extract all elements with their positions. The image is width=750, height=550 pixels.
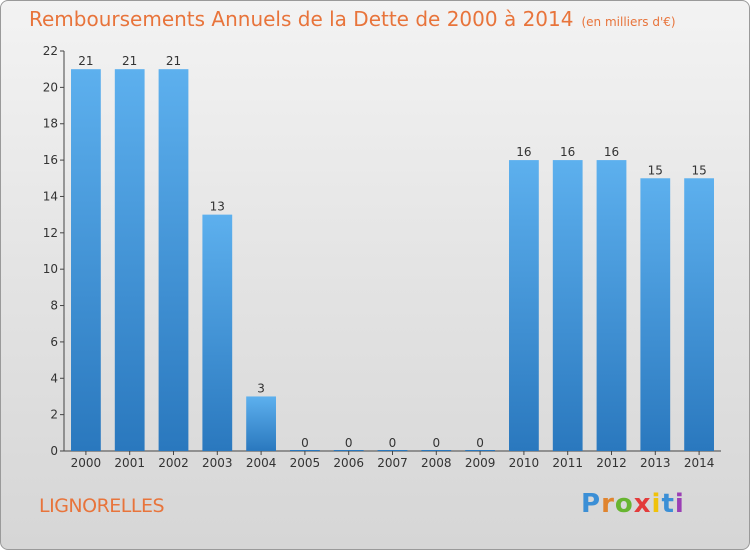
x-tick-label: 2002	[158, 456, 189, 470]
bar	[71, 69, 101, 451]
data-label: 16	[516, 145, 531, 159]
y-tick-label: 4	[50, 371, 58, 385]
y-tick-label: 20	[43, 80, 58, 94]
data-label: 0	[432, 436, 440, 450]
bar	[421, 450, 452, 451]
data-label: 13	[210, 200, 225, 214]
x-tick-label: 2012	[596, 456, 627, 470]
x-tick-label: 2001	[114, 456, 145, 470]
bars	[71, 69, 714, 452]
data-label: 3	[257, 381, 265, 395]
y-tick-label: 22	[43, 44, 58, 58]
data-labels: 21 21 21 13 3 0 0 0 0 0 16 16 16 15 15	[78, 54, 706, 450]
bar	[114, 69, 145, 451]
logo-letter: i	[651, 489, 662, 519]
y-tick-label: 12	[43, 226, 58, 240]
data-label: 15	[648, 163, 663, 177]
axes: 0 2 4 6 8 10 12 14 16 18 20 22 2000 2001 2002 2003 2004 2…	[43, 44, 721, 470]
bar	[596, 160, 627, 451]
data-label: 0	[345, 436, 353, 450]
data-label: 0	[301, 436, 309, 450]
chart-title-text: Remboursements Annuels de la Dette de 20…	[29, 7, 574, 31]
chart-title: Remboursements Annuels de la Dette de 20…	[29, 7, 676, 31]
x-tick-label: 2003	[202, 456, 233, 470]
data-label: 16	[604, 145, 619, 159]
data-label: 0	[389, 436, 397, 450]
proxiti-logo: Proxiti	[581, 489, 685, 519]
x-tick-label: 2008	[421, 456, 452, 470]
bar	[333, 450, 364, 451]
y-tick-label: 2	[50, 408, 58, 422]
y-tick-label: 8	[50, 299, 58, 313]
x-tick-label: 2011	[552, 456, 583, 470]
logo-letter: r	[601, 489, 615, 519]
data-label: 15	[691, 163, 706, 177]
y-tick-label: 6	[50, 335, 58, 349]
x-tick-label: 2007	[377, 456, 408, 470]
y-tick-label: 0	[50, 444, 58, 458]
bar	[158, 69, 189, 451]
logo-letter: i	[674, 489, 685, 519]
y-tick-label: 10	[43, 262, 58, 276]
logo-letter: x	[633, 489, 652, 519]
bar	[465, 450, 495, 451]
bar	[202, 214, 233, 451]
bar	[377, 450, 408, 451]
data-label: 21	[78, 54, 93, 68]
bar	[684, 178, 714, 452]
x-tick-label: 2009	[465, 456, 496, 470]
logo-letter: o	[614, 489, 634, 519]
data-label: 21	[122, 54, 137, 68]
x-tick-label: 2005	[290, 456, 321, 470]
logo-letter: P	[581, 489, 602, 519]
bar	[246, 396, 276, 451]
commune-name: LIGNORELLES	[39, 495, 165, 517]
bar	[290, 450, 320, 451]
x-tick-label: 2006	[333, 456, 364, 470]
data-label: 16	[560, 145, 575, 159]
bar	[509, 160, 539, 451]
y-tick-label: 18	[43, 117, 58, 131]
x-tick-label: 2004	[246, 456, 277, 470]
x-tick-label: 2000	[71, 456, 102, 470]
y-tick-label: 16	[43, 153, 58, 167]
y-tick-label: 14	[43, 189, 58, 203]
logo-letter: t	[661, 489, 675, 519]
bar	[552, 160, 583, 451]
data-label: 21	[166, 54, 181, 68]
x-tick-label: 2010	[509, 456, 540, 470]
x-tick-label: 2014	[684, 456, 715, 470]
data-label: 0	[476, 436, 484, 450]
bar	[640, 178, 671, 452]
chart-unit: (en milliers d'€)	[581, 15, 676, 29]
x-tick-label: 2013	[640, 456, 671, 470]
